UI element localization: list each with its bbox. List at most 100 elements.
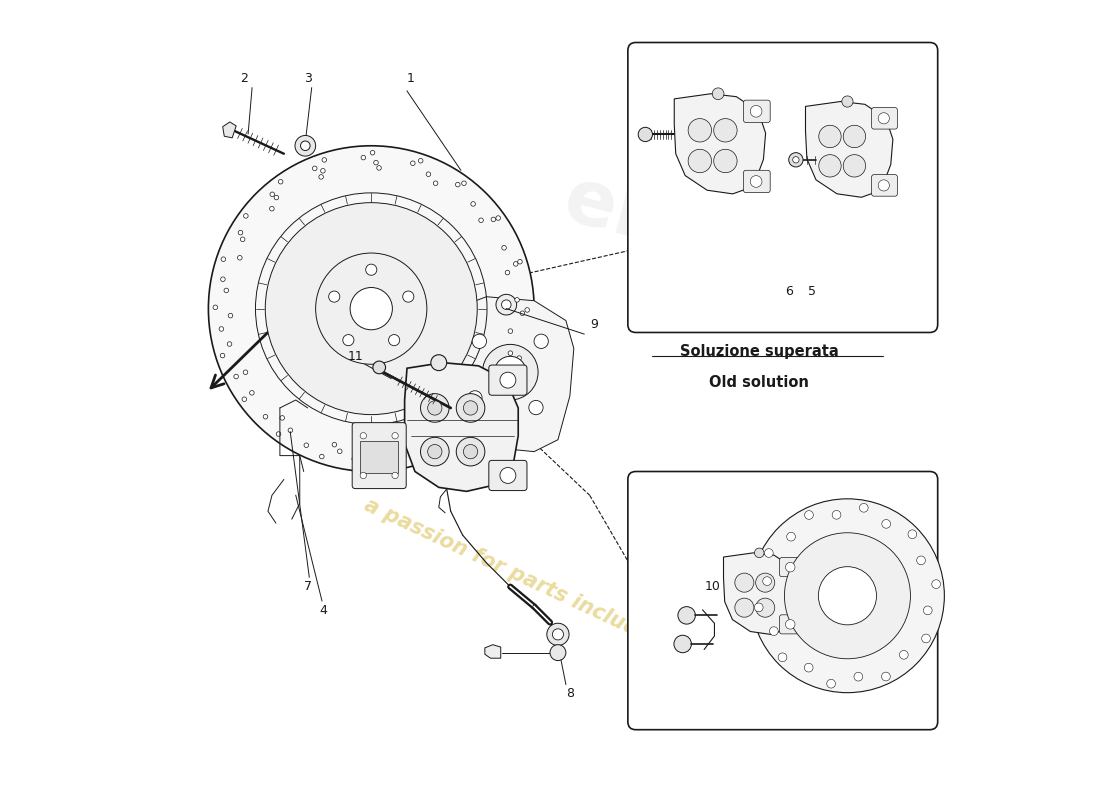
Circle shape [243,370,248,374]
Text: 6: 6 [784,285,793,298]
Circle shape [238,255,242,260]
Circle shape [922,634,931,643]
Circle shape [392,450,396,455]
Circle shape [833,510,840,519]
Circle shape [433,181,438,186]
Circle shape [750,499,945,693]
FancyBboxPatch shape [780,615,802,634]
FancyBboxPatch shape [488,460,527,490]
Circle shape [224,288,229,293]
FancyBboxPatch shape [744,170,770,193]
Circle shape [242,397,246,402]
Circle shape [319,174,323,179]
Circle shape [343,334,354,346]
Circle shape [274,195,278,200]
Text: 7: 7 [304,580,311,593]
Circle shape [502,246,506,250]
Circle shape [525,308,529,312]
Circle shape [508,351,513,355]
Circle shape [416,455,420,460]
FancyBboxPatch shape [780,558,802,577]
Circle shape [785,562,795,572]
Circle shape [448,435,452,440]
Circle shape [908,530,916,538]
Circle shape [243,214,249,218]
Circle shape [762,577,771,586]
Circle shape [304,443,309,447]
Circle shape [844,154,866,177]
Text: 11: 11 [348,350,363,363]
Circle shape [499,372,516,388]
FancyBboxPatch shape [628,42,937,333]
Text: eliparts: eliparts [556,162,893,319]
Circle shape [390,446,395,450]
Circle shape [270,192,275,197]
Circle shape [755,548,764,558]
Circle shape [300,141,310,150]
Text: 2: 2 [240,72,249,85]
Circle shape [360,472,366,478]
Circle shape [827,679,836,688]
Text: 9: 9 [590,318,597,331]
Circle shape [360,433,366,439]
Circle shape [750,176,762,187]
Circle shape [338,449,342,454]
Circle shape [520,311,525,315]
Text: Old solution: Old solution [710,374,810,390]
Circle shape [446,425,450,430]
Circle shape [508,329,513,334]
Circle shape [714,118,737,142]
FancyBboxPatch shape [744,100,770,122]
Text: 10: 10 [704,579,720,593]
Circle shape [365,264,377,275]
Circle shape [515,298,519,302]
Text: 5: 5 [808,285,816,298]
Circle shape [329,291,340,302]
Circle shape [361,155,365,160]
Circle shape [322,158,327,162]
Circle shape [420,438,449,466]
Polygon shape [485,645,501,658]
Circle shape [502,300,512,310]
Circle shape [842,96,852,107]
Circle shape [496,216,500,220]
Circle shape [764,549,773,558]
Circle shape [377,166,382,170]
Circle shape [529,400,543,414]
Circle shape [496,430,517,450]
Text: 4: 4 [320,604,328,617]
Circle shape [494,356,526,388]
Circle shape [804,510,813,519]
Circle shape [350,287,393,330]
Circle shape [462,181,466,186]
Circle shape [220,354,224,358]
Polygon shape [674,94,766,194]
Circle shape [678,606,695,624]
Circle shape [426,172,431,177]
Circle shape [550,645,565,661]
Circle shape [228,342,232,346]
Circle shape [403,291,414,302]
Polygon shape [805,102,893,198]
Circle shape [208,146,535,471]
Circle shape [534,334,548,349]
Text: 1: 1 [407,72,415,85]
Circle shape [410,161,415,166]
Circle shape [552,629,563,640]
Polygon shape [724,553,798,634]
Circle shape [367,462,372,467]
Circle shape [547,623,569,646]
Circle shape [674,635,692,653]
Circle shape [496,294,517,315]
Circle shape [881,672,890,681]
Circle shape [319,454,324,459]
Circle shape [392,472,398,478]
Circle shape [402,454,406,458]
Circle shape [483,344,538,400]
Circle shape [923,606,932,614]
Circle shape [517,356,521,360]
Circle shape [714,150,737,173]
Circle shape [804,663,813,672]
Circle shape [460,434,464,438]
Circle shape [689,118,712,142]
